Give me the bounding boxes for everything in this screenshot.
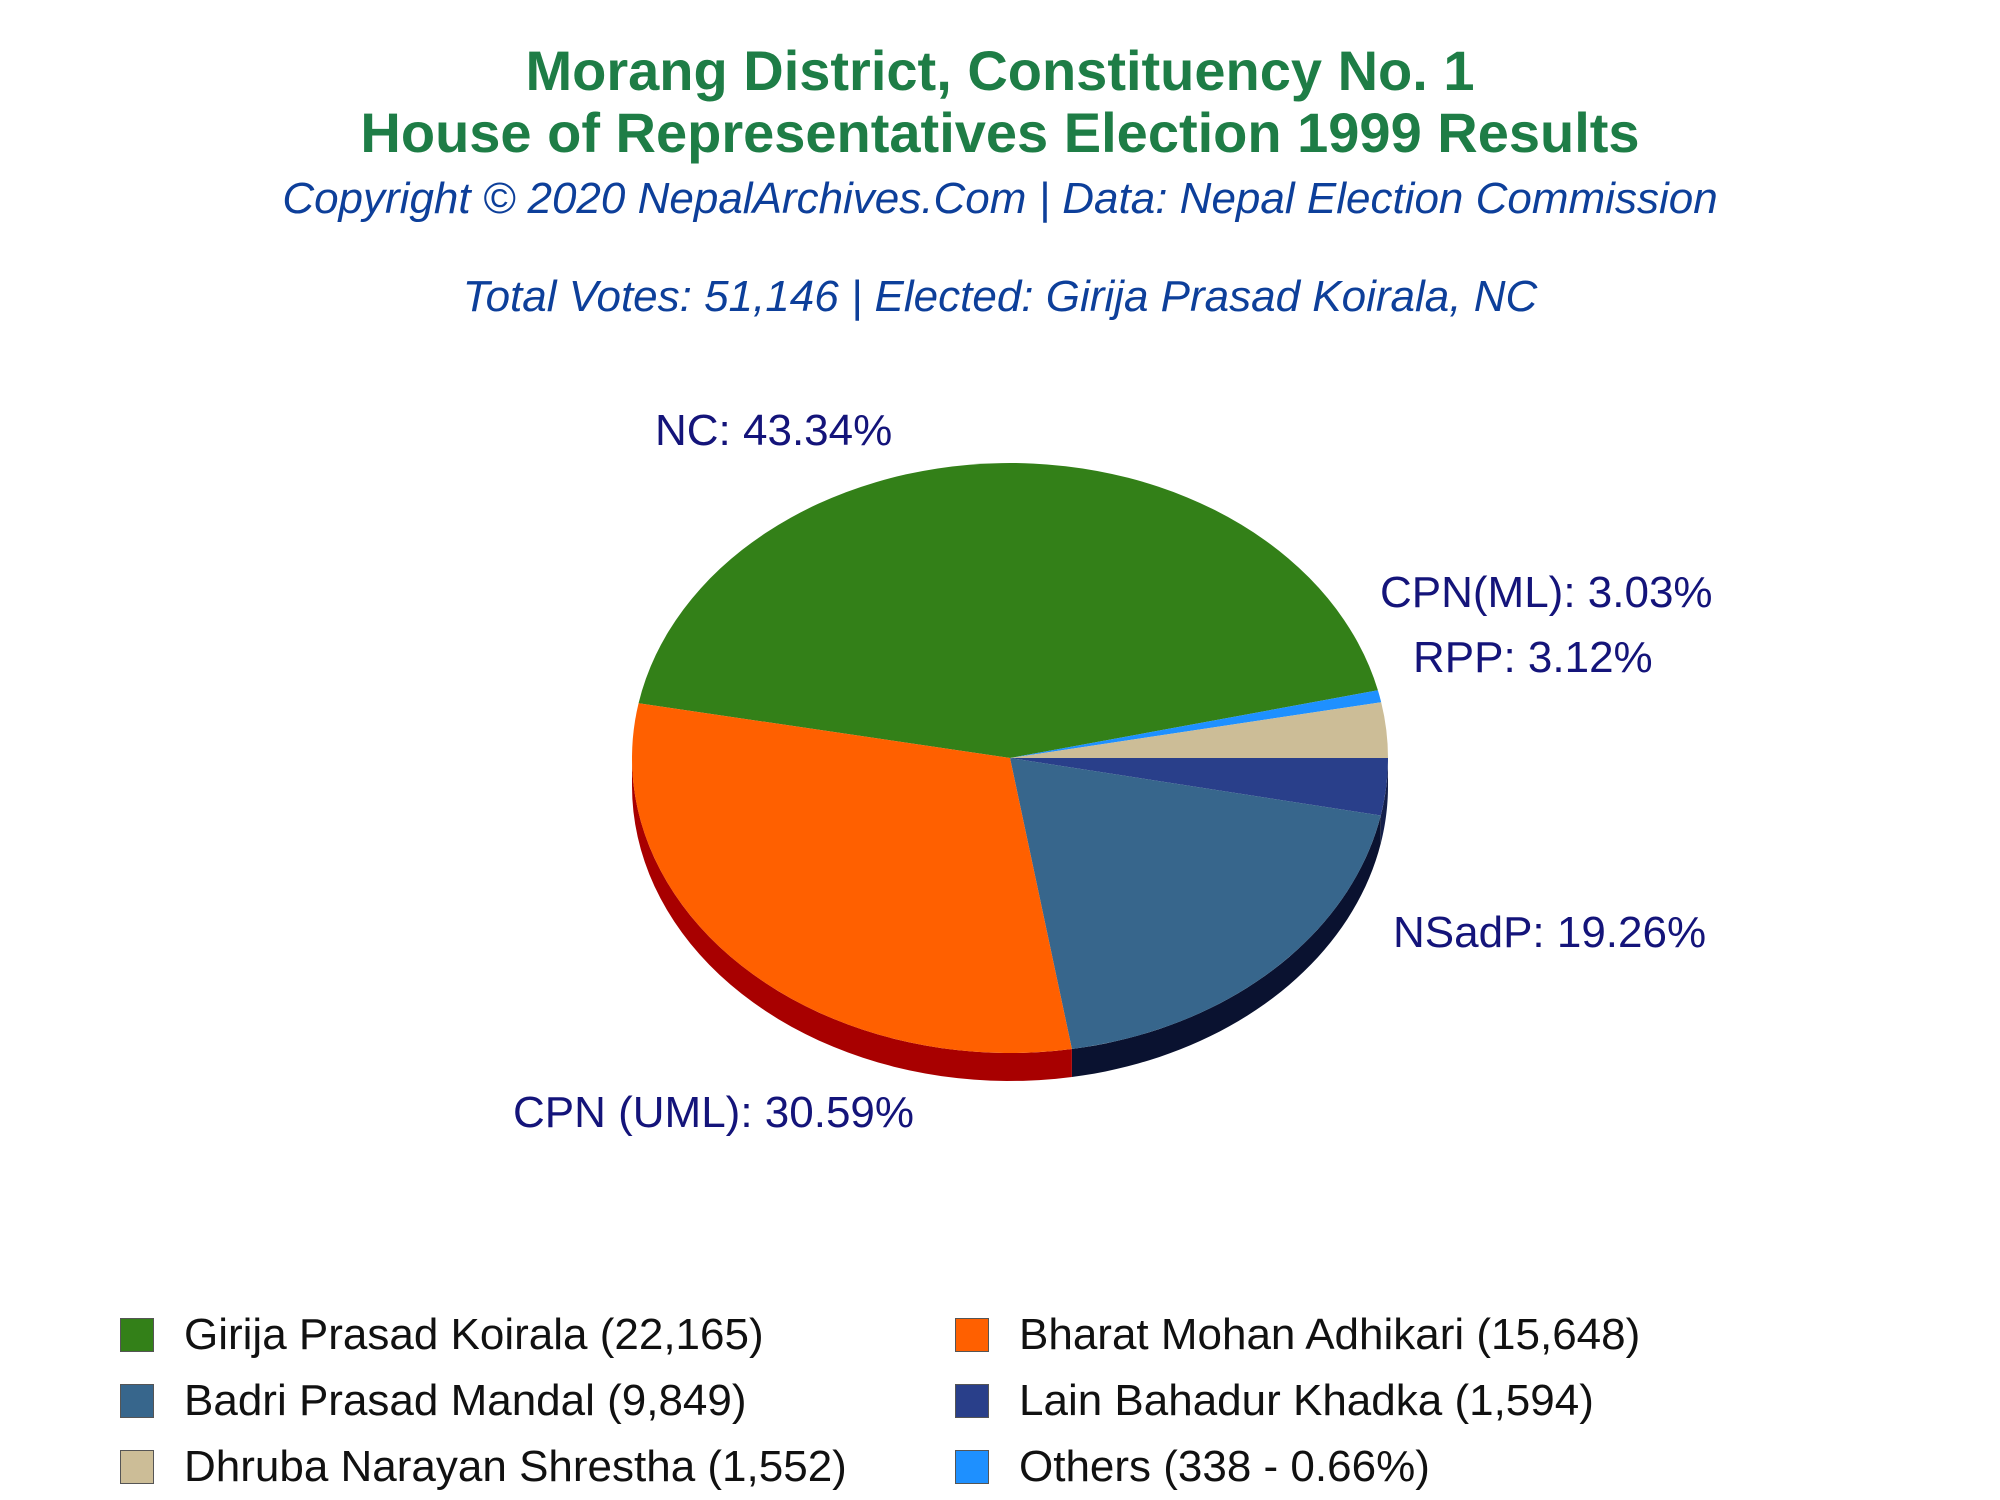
pie-slice-label-5: CPN (UML): 30.59% bbox=[513, 1088, 914, 1137]
legend-swatch-2 bbox=[120, 1384, 154, 1418]
pie-side-4 bbox=[1071, 815, 1381, 1078]
legend-swatch-0 bbox=[120, 1318, 154, 1352]
chart-title-line-1: Morang District, Constituency No. 1 bbox=[525, 39, 1475, 102]
pie-slice-4 bbox=[1010, 758, 1381, 1050]
pie-slice-label-3: RPP: 3.12% bbox=[1413, 633, 1653, 682]
copyright-text: Copyright © 2020 NepalArchives.Com | Dat… bbox=[282, 174, 1718, 223]
pie-side-3 bbox=[1380, 758, 1388, 844]
legend-item-4: Dhruba Narayan Shrestha (1,552) bbox=[120, 1437, 955, 1497]
chart-subtitle: Total Votes: 51,146 | Elected: Girija Pr… bbox=[462, 272, 1538, 321]
legend-item-0: Girija Prasad Koirala (22,165) bbox=[120, 1305, 955, 1365]
pie-slice-0 bbox=[638, 463, 1378, 758]
pie-slice-5 bbox=[632, 703, 1072, 1053]
legend-item-1: Bharat Mohan Adhikari (15,648) bbox=[955, 1305, 1855, 1365]
pie-chart: NC: 43.34% CPN(ML): 3.03% RPP: 3.12% NSadP:… bbox=[513, 406, 1713, 1137]
legend-item-2: Badri Prasad Mandal (9,849) bbox=[120, 1371, 955, 1431]
chart-header: Morang District, Constituency No. 1 Hous… bbox=[0, 40, 2000, 224]
legend-label-0: Girija Prasad Koirala (22,165) bbox=[184, 1310, 764, 1359]
pie-slice-group bbox=[632, 463, 1388, 1053]
legend-swatch-5 bbox=[955, 1450, 989, 1484]
pie-label-group: NC: 43.34% CPN(ML): 3.03% RPP: 3.12% NSadP:… bbox=[513, 406, 1713, 1137]
legend-swatch-4 bbox=[120, 1450, 154, 1484]
pie-slice-3 bbox=[1010, 758, 1388, 816]
pie-slice-1 bbox=[1010, 690, 1382, 758]
legend-item-5: Others (338 - 0.66%) bbox=[955, 1437, 1855, 1497]
legend-swatch-1 bbox=[955, 1318, 989, 1352]
pie-slice-2 bbox=[1010, 702, 1388, 759]
chart-title-line-2: House of Representatives Election 1999 R… bbox=[360, 101, 1640, 164]
legend-swatch-3 bbox=[955, 1384, 989, 1418]
legend-label-1: Bharat Mohan Adhikari (15,648) bbox=[1019, 1310, 1641, 1359]
legend-label-3: Lain Bahadur Khadka (1,594) bbox=[1019, 1376, 1594, 1425]
legend-label-4: Dhruba Narayan Shrestha (1,552) bbox=[184, 1442, 847, 1491]
legend-label-2: Badri Prasad Mandal (9,849) bbox=[184, 1376, 747, 1425]
pie-side-group bbox=[632, 758, 1388, 1081]
pie-slice-label-2: CPN(ML): 3.03% bbox=[1380, 568, 1713, 617]
legend-label-5: Others (338 - 0.66%) bbox=[1019, 1442, 1430, 1491]
legend-item-3: Lain Bahadur Khadka (1,594) bbox=[955, 1371, 1855, 1431]
pie-slice-label-0: NC: 43.34% bbox=[655, 406, 892, 455]
pie-slice-label-4: NSadP: 19.26% bbox=[1393, 908, 1706, 957]
chart-legend: Girija Prasad Koirala (22,165) Bharat Moh… bbox=[120, 1305, 1920, 1497]
